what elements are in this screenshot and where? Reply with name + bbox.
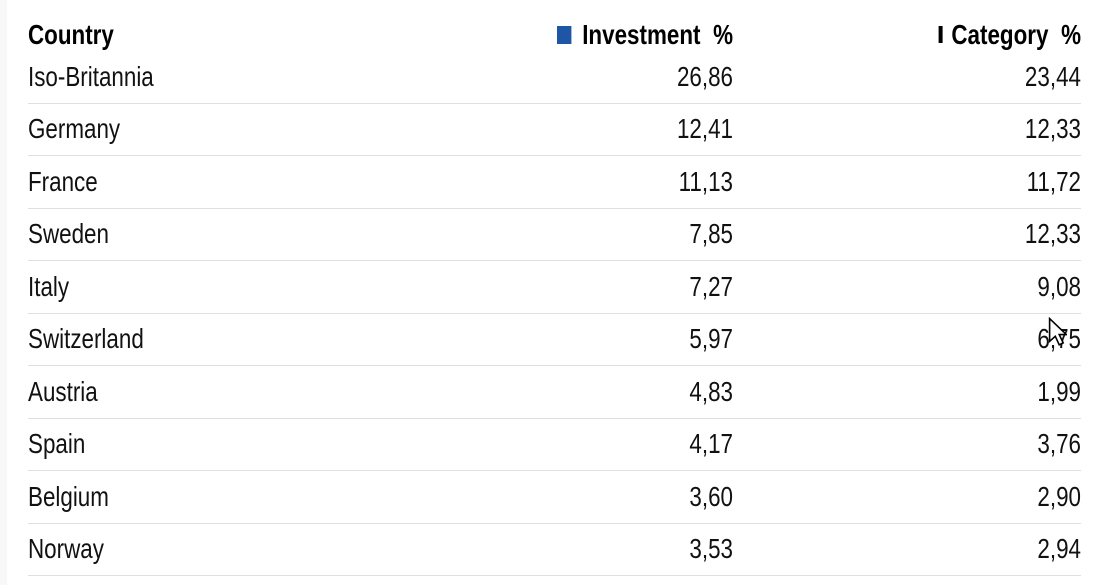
investment-cell: 26,86 (676, 60, 733, 92)
category-cell: 9,08 (1037, 270, 1081, 302)
table-header-row: Country Investment % Category % (28, 0, 1081, 51)
category-legend-bar-icon (938, 26, 943, 43)
country-cell: Sweden (28, 218, 109, 250)
country-cell: Belgium (28, 480, 109, 512)
category-cell: 1,99 (1037, 375, 1081, 407)
column-header-category-label: Category % (951, 18, 1081, 50)
category-cell: 3,76 (1037, 428, 1081, 460)
investment-cell: 3,53 (689, 533, 733, 565)
country-cell: Switzerland (28, 323, 144, 355)
table-row: Switzerland 5,97 6,75 (28, 314, 1081, 366)
investment-legend-square-icon (556, 25, 571, 44)
category-cell: 2,94 (1037, 533, 1081, 565)
country-cell: Germany (28, 113, 121, 145)
table-row: Sweden 7,85 12,33 (28, 209, 1081, 261)
country-allocation-table: Country Investment % Category % Iso-Brit… (28, 0, 1081, 576)
column-header-investment: Investment % (493, 18, 733, 50)
table-row: Belgium 3,60 2,90 (28, 471, 1081, 524)
country-cell: Iso-Britannia (28, 60, 154, 92)
category-cell: 2,90 (1037, 480, 1081, 512)
category-cell: 12,33 (1024, 218, 1081, 250)
investment-cell: 3,60 (689, 480, 733, 512)
country-cell: Norway (28, 533, 104, 565)
table-row: Iso-Britannia 26,86 23,44 (28, 51, 1081, 104)
country-cell: Austria (28, 375, 98, 407)
column-header-investment-label: Investment % (582, 18, 733, 50)
country-cell: France (28, 165, 98, 197)
table-row: Spain 4,17 3,76 (28, 419, 1081, 471)
table-row: France 11,13 11,72 (28, 156, 1081, 209)
table-row: Germany 12,41 12,33 (28, 104, 1081, 156)
investment-cell: 5,97 (689, 323, 733, 355)
investment-cell: 4,83 (689, 375, 733, 407)
category-cell: 6,75 (1037, 323, 1081, 355)
investment-cell: 4,17 (689, 428, 733, 460)
table-row: Italy 7,27 9,08 (28, 261, 1081, 314)
category-cell: 12,33 (1024, 113, 1081, 145)
investment-cell: 11,13 (678, 165, 733, 197)
page-left-edge (0, 0, 7, 585)
country-cell: Italy (28, 270, 70, 302)
investment-cell: 12,41 (676, 113, 733, 145)
category-cell: 11,72 (1026, 165, 1081, 197)
column-header-country: Country (28, 18, 114, 50)
column-header-category: Category % (803, 18, 1081, 50)
country-cell: Spain (28, 428, 86, 460)
investment-cell: 7,85 (689, 218, 733, 250)
table-row: Austria 4,83 1,99 (28, 366, 1081, 419)
category-cell: 23,44 (1024, 60, 1081, 92)
investment-cell: 7,27 (689, 270, 733, 302)
table-row: Norway 3,53 2,94 (28, 524, 1081, 576)
